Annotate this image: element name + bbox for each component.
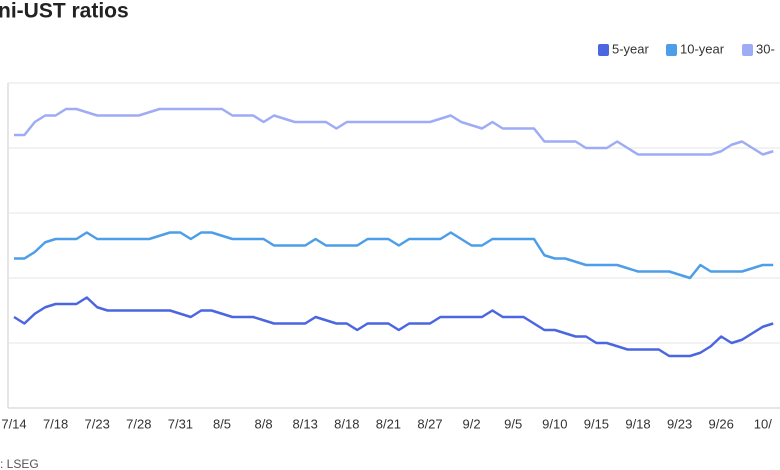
- legend-label: 30-: [756, 41, 775, 56]
- x-tick-label: 8/13: [293, 416, 318, 431]
- x-tick-label: 7/28: [126, 416, 151, 431]
- x-tick-label: 9/18: [625, 416, 650, 431]
- x-tick-label: 9/10: [542, 416, 567, 431]
- source: : LSEG: [0, 457, 39, 470]
- series-line: [14, 231, 774, 280]
- x-tick-label: 8/8: [255, 416, 273, 431]
- x-tick-label: 9/26: [709, 416, 734, 431]
- x-tick-label: 8/5: [213, 416, 231, 431]
- x-tick-label: 9/2: [463, 416, 481, 431]
- x-tick-label: 9/23: [667, 416, 692, 431]
- chart-title: ni-UST ratios: [0, 0, 129, 23]
- x-tick-label: 7/14: [1, 416, 26, 431]
- legend-swatch: [742, 44, 753, 56]
- x-tick-label: 9/5: [504, 416, 522, 431]
- x-tick-label: 8/18: [334, 416, 359, 431]
- legend-swatch: [598, 44, 609, 56]
- legend-label: 5-year: [612, 41, 650, 56]
- series-line: [13, 296, 774, 358]
- x-tick-label: 8/21: [376, 416, 401, 431]
- legend-swatch: [666, 44, 677, 56]
- x-tick-label: 9/15: [584, 416, 609, 431]
- series-line: [14, 107, 774, 156]
- x-tick-label: 7/31: [168, 416, 193, 431]
- x-tick-label: 7/18: [43, 416, 68, 431]
- x-tick-label: 10/: [754, 416, 772, 431]
- x-tick-label: 7/23: [85, 416, 110, 431]
- x-tick-label: 8/27: [417, 416, 442, 431]
- legend-label: 10-year: [680, 41, 725, 56]
